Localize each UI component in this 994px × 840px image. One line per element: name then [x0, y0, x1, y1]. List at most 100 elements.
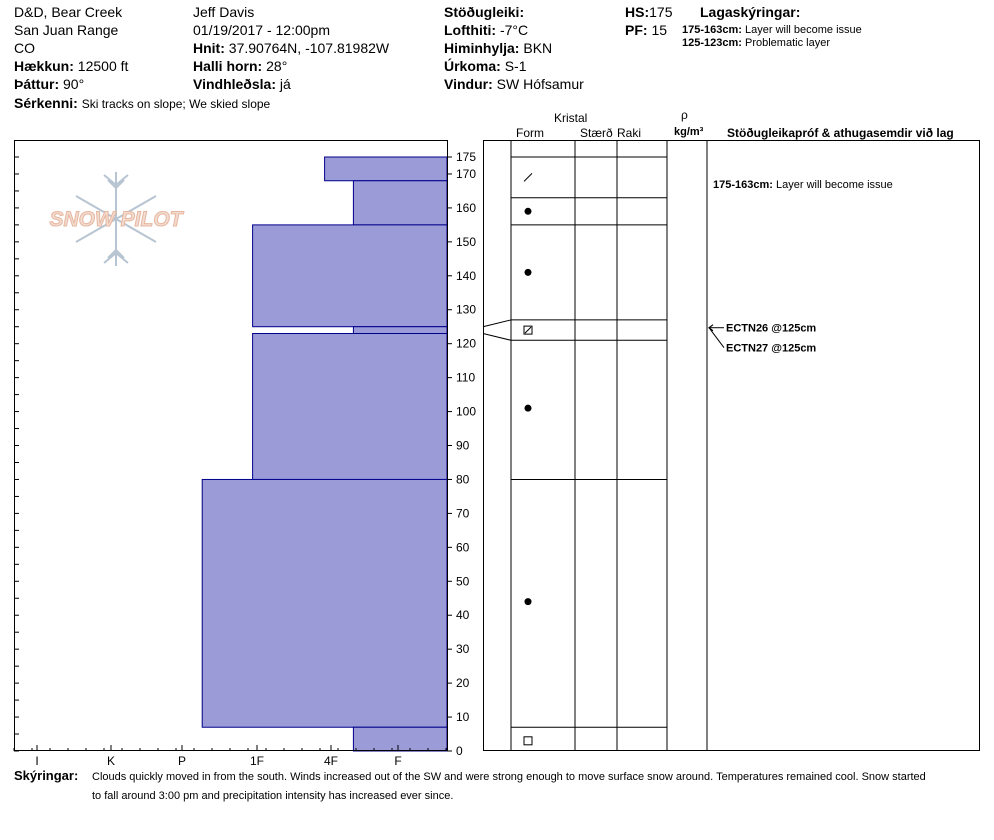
slope-value: 28° [266, 58, 288, 74]
elevation-value: 12500 ft [77, 58, 129, 74]
depth-tick-label: 60 [456, 540, 470, 554]
pf-value: 15 [651, 22, 668, 38]
air-temp-label: Lofthiti: [444, 22, 497, 38]
hardness-bars [201, 156, 448, 752]
aspect-value: 90° [63, 76, 85, 92]
col-crystal: Kristal [554, 111, 588, 125]
depth-tick-label: 40 [456, 608, 470, 622]
col-density: kg/m³ [674, 126, 704, 138]
air-temp-value: -7°C [499, 22, 529, 38]
depth-tick-label: 90 [456, 439, 470, 453]
test-label: ECTN26 @125cm [726, 323, 816, 335]
wind-loading-label: Vindhleðsla: [193, 76, 276, 92]
layer-comment: 175-163cm: Layer will become issue [713, 177, 893, 193]
wind: Vindur: SW Hófsamur [444, 76, 584, 92]
wind-value: SW Hófsamur [496, 76, 584, 92]
col-moisture: Raki [617, 126, 642, 140]
grain-rounded-icon [524, 404, 532, 412]
depth-tick-label: 160 [456, 201, 476, 215]
features-label: Sérkenni: [14, 95, 78, 111]
test-arrowhead [708, 324, 714, 332]
hs-value: 175 [649, 4, 673, 20]
grain-mixed-faceted-diagonal [524, 326, 532, 334]
grain-rounded-icon [524, 207, 532, 215]
boundary-connector [482, 333, 512, 341]
test-arrow [708, 327, 725, 349]
hardness-tick-label: 4F [324, 754, 338, 768]
pf: PF: 15 [625, 22, 667, 38]
depth-tick-label: 130 [456, 303, 476, 317]
snowpilot-logo: SNOW PILOT [49, 172, 185, 266]
state-name: CO [14, 40, 35, 56]
datetime: 01/19/2017 - 12:00pm [193, 22, 330, 38]
coords-value: 37.90764N, -107.81982W [228, 40, 390, 56]
col-size: Stærð [580, 126, 613, 140]
layer-note-range: 175-163cm: [682, 24, 742, 36]
sky-label: Himinhylja: [444, 40, 520, 56]
depth-tick-label: 10 [456, 710, 470, 724]
layer-table [482, 140, 708, 751]
coords-label: Hnit: [193, 40, 225, 56]
grain-faceted-icon [523, 736, 533, 746]
col-stability: Stöðugleikapróf & athugasemdir við lag [727, 126, 954, 140]
coordinates: Hnit: 37.90764N, -107.81982W [193, 40, 389, 56]
hardness-tick-label: F [394, 754, 401, 768]
layers-title: Lagaskýringar: [700, 4, 801, 20]
precip-label: Úrkoma: [444, 58, 501, 74]
features-value: Ski tracks on slope; We skied slope [81, 97, 271, 111]
slope-angle: Halli horn: 28° [193, 58, 287, 74]
hardness-bar [201, 478, 448, 728]
grain-decomposing-icon [523, 173, 533, 182]
hardness-tick-label: K [107, 754, 115, 768]
elevation-label: Hækkun: [14, 58, 74, 74]
grain-rounded-icon [524, 268, 532, 276]
wind-label: Vindur: [444, 76, 493, 92]
location-name: D&D, Bear Creek [14, 4, 123, 20]
layer-note-text: Layer will become issue [745, 24, 862, 36]
aspect: Þáttur: 90° [14, 76, 84, 92]
hs-label: HS: [625, 4, 650, 20]
wind-loading-value: já [279, 76, 291, 92]
depth-tick-label: 100 [456, 405, 476, 419]
aspect-label: Þáttur: [14, 76, 60, 92]
snowflake-icon [75, 172, 157, 266]
comments: Skýringar: [14, 768, 78, 784]
depth-tick-label: 170 [456, 167, 476, 181]
grain-mixed-faceted-icon [523, 325, 533, 335]
depth-tick-label: 120 [456, 337, 476, 351]
precip-value: S-1 [504, 58, 527, 74]
col-rho: ρ [681, 108, 688, 122]
test-label: ECTN27 @125cm [726, 343, 816, 355]
depth-tick-label: 0 [456, 744, 463, 758]
hardness-axis: I K P 1F 4F F [13, 745, 447, 768]
grain-rounded-icon [524, 598, 532, 606]
hardness-bar [252, 333, 448, 480]
hardness-tick-label: P [178, 754, 186, 768]
chart-frames [14, 140, 980, 751]
layer-note: 175-163cm: Layer will become issue [682, 24, 862, 37]
col-form: Form [516, 126, 544, 140]
hardness-tick-label: I [35, 754, 38, 768]
depth-tick-label: 175 [456, 150, 476, 164]
hs: HS:175 [625, 4, 672, 20]
wind-loading: Vindhleðsla: já [193, 76, 291, 92]
hardness-bar [352, 326, 448, 335]
layer-note-range: 125-123cm: [682, 37, 742, 49]
comments-line2: to fall around 3:00 pm and precipitation… [92, 790, 454, 802]
hardness-tick-label: 1F [250, 754, 264, 768]
depth-tick-label: 20 [456, 676, 470, 690]
depth-tick-label: 140 [456, 269, 476, 283]
depth-tick-label: 110 [456, 371, 475, 385]
observer: Jeff Davis [193, 4, 255, 20]
hardness-bar [352, 726, 448, 752]
sky-value: BKN [523, 40, 553, 56]
depth-tick-label: 80 [456, 472, 470, 486]
pf-label: PF: [625, 22, 648, 38]
depth-axis: 0 10 20 30 40 50 60 70 80 90 100 110 120 130 140 150 160… [14, 150, 476, 758]
depth-tick-label: 150 [456, 235, 476, 249]
hardness-bar [252, 224, 448, 328]
depth-tick-label: 30 [456, 642, 470, 656]
air-temp: Lofthiti: -7°C [444, 22, 528, 38]
hardness-bar [324, 156, 448, 182]
